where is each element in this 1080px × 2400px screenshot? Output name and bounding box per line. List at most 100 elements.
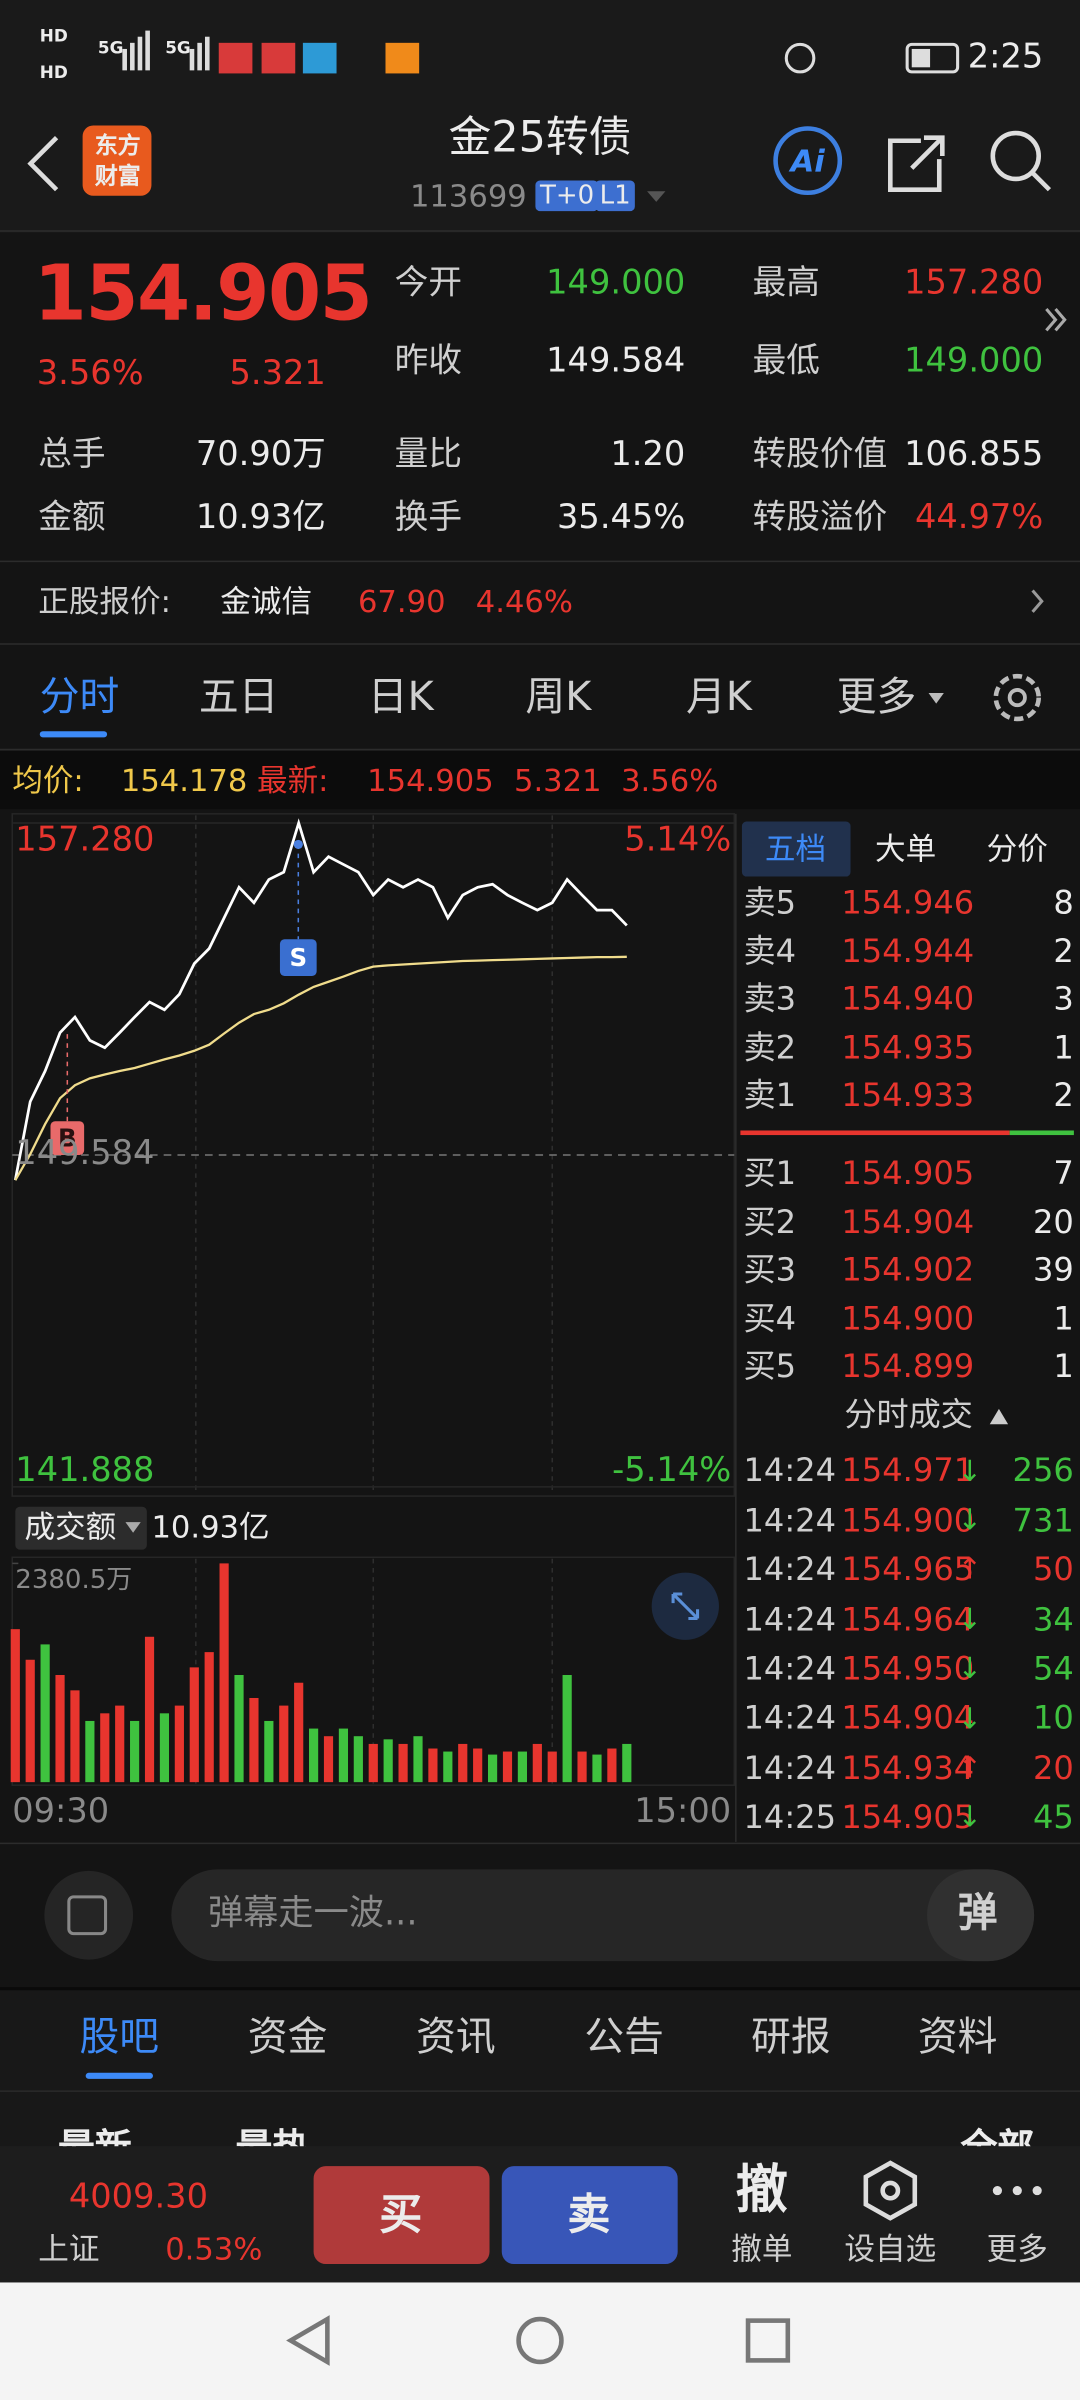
x-tick-label: 09:30 <box>12 1792 110 1831</box>
volume-bar <box>294 1682 304 1783</box>
tab-underline <box>85 2072 153 2079</box>
trade-direction: ↓ <box>957 1503 983 1538</box>
status-label: HD <box>39 63 68 84</box>
sort-icon[interactable] <box>989 1408 1009 1425</box>
settings-icon <box>1007 688 1027 708</box>
trade-volume: 45 <box>1032 1799 1074 1836</box>
trade-time: 14:24 <box>743 1749 837 1787</box>
volume-bar <box>144 1636 155 1783</box>
tabs-bg <box>0 1988 1080 2148</box>
more-icon[interactable] <box>992 2186 1002 2196</box>
avg-label: 均价: <box>12 761 84 799</box>
stock-price: 67.90 <box>357 582 446 620</box>
ratio-bar <box>1009 1130 1074 1136</box>
cancel-text[interactable]: 撤单 <box>731 2230 793 2268</box>
more-icon[interactable] <box>1045 308 1058 332</box>
chart-tab[interactable]: 月K <box>686 675 752 722</box>
trade-direction: ↓ <box>957 1652 983 1687</box>
more-text[interactable]: 更多 <box>986 2230 1048 2268</box>
danmu-button[interactable]: 弹 <box>957 1891 998 1938</box>
nav-home[interactable] <box>516 2316 564 2365</box>
settings-icon[interactable] <box>993 673 1041 722</box>
chart-tab[interactable]: 日K <box>367 675 434 722</box>
nav-recent[interactable] <box>745 2318 791 2363</box>
chart-tab[interactable]: 周K <box>525 675 592 722</box>
volume-bar <box>532 1743 542 1783</box>
trade-volume: 731 <box>1012 1501 1074 1539</box>
ai-icon[interactable] <box>773 126 843 196</box>
volume-bar <box>25 1659 35 1783</box>
status-icons <box>122 30 960 74</box>
content-tab[interactable]: 资金 <box>247 2015 328 2062</box>
trade-direction: ↓ <box>957 1801 983 1835</box>
trade-price: 154.934 <box>841 1749 975 1787</box>
book-price: 154.933 <box>841 1077 975 1115</box>
change-pct: 3.56% <box>36 354 144 393</box>
chart-tab[interactable]: 五日 <box>198 675 279 722</box>
dropdown-icon[interactable] <box>647 191 666 202</box>
sell-button[interactable] <box>501 2166 678 2265</box>
search-icon <box>1030 171 1052 192</box>
watch-text[interactable]: 设自选 <box>844 2230 937 2268</box>
sell-text[interactable]: 卖 <box>567 2189 611 2240</box>
field-value: 1.20 <box>610 435 686 474</box>
danmu-button[interactable] <box>927 1869 1035 1962</box>
volume-bar <box>547 1751 557 1783</box>
latest-change: 5.321 <box>513 761 602 799</box>
back-icon[interactable] <box>27 136 59 192</box>
book-price: 154.944 <box>841 932 975 970</box>
chevron[interactable] <box>1031 589 1044 613</box>
danmu-placeholder[interactable]: 弹幕走一波... <box>208 1894 418 1934</box>
volume-label[interactable]: 成交额 <box>24 1508 117 1546</box>
content-tab[interactable]: 股吧 <box>79 2015 160 2062</box>
cancel-icon[interactable]: 撤 <box>735 2159 788 2221</box>
nav-bar <box>0 2282 1080 2400</box>
volume-bar <box>10 1629 20 1783</box>
book-volume: 2 <box>1053 1077 1074 1115</box>
trade-time: 14:24 <box>743 1452 837 1490</box>
index-value: 4009.30 <box>68 2178 209 2217</box>
volume-bar <box>368 1743 378 1783</box>
trade-volume: 50 <box>1032 1551 1074 1589</box>
book-label: 买3 <box>743 1251 797 1289</box>
stock-name[interactable]: 金诚信 <box>220 582 313 620</box>
watch-icon[interactable] <box>863 2160 918 2221</box>
content-tab[interactable]: 资讯 <box>416 2015 496 2062</box>
nav-bg <box>0 2282 1080 2400</box>
danmu-settings[interactable] <box>44 1870 134 1960</box>
volume-bar <box>577 1751 587 1783</box>
content-tab[interactable]: 资料 <box>917 2015 998 2062</box>
trade-volume: 10 <box>1032 1700 1074 1737</box>
trade-price: 154.950 <box>841 1650 975 1688</box>
buy-button[interactable] <box>313 2166 490 2265</box>
book-tab[interactable]: 分价 <box>986 830 1048 868</box>
book-label: 卖3 <box>743 981 797 1018</box>
volume-bar <box>428 1748 438 1783</box>
book-tab[interactable]: 大单 <box>875 830 937 868</box>
content-tab[interactable]: 公告 <box>584 2015 664 2062</box>
field-label: 最低 <box>752 342 820 381</box>
volume-bar <box>279 1705 289 1783</box>
stock-label: 正股报价: <box>38 582 171 620</box>
latest-label: 最新: <box>256 761 329 799</box>
title: 金25转债 <box>448 111 632 163</box>
more-icon <box>1012 2186 1022 2196</box>
content-tab[interactable]: 研报 <box>751 2015 831 2062</box>
trade-time: 14:24 <box>743 1601 837 1638</box>
book-price: 154.902 <box>841 1251 975 1289</box>
buy-text[interactable]: 买 <box>379 2189 423 2240</box>
ai-text[interactable]: Ai <box>790 142 825 179</box>
y2-tick-label: -5.14% <box>612 1451 732 1490</box>
share-icon[interactable] <box>888 135 945 192</box>
price-line <box>13 818 628 1181</box>
danmu-input[interactable] <box>171 1869 1035 1962</box>
nav-back[interactable] <box>286 2315 330 2366</box>
volume-select[interactable] <box>15 1506 147 1550</box>
chart-tab[interactable]: 分时 <box>39 675 120 722</box>
trade-time: 14:24 <box>743 1700 837 1737</box>
book-tab[interactable]: 五档 <box>764 830 827 868</box>
trades-title[interactable]: 分时成交 <box>844 1397 973 1434</box>
chart-tab[interactable]: 更多 <box>836 675 917 722</box>
search-icon[interactable] <box>990 130 1041 182</box>
